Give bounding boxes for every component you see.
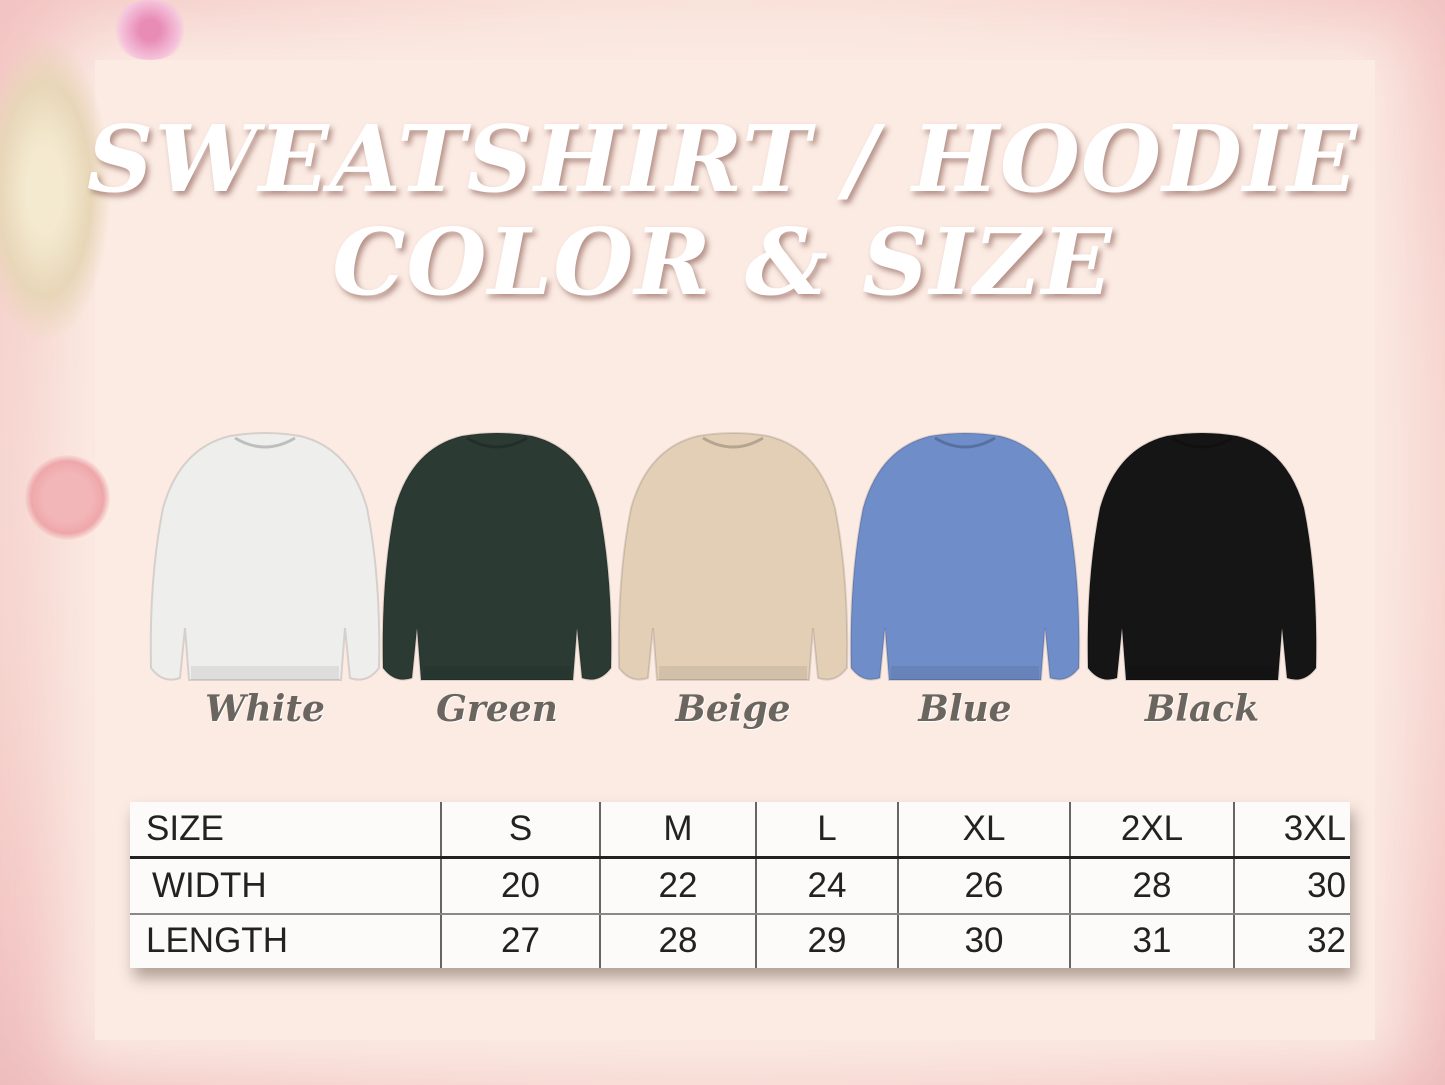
- table-cell: 30: [1233, 857, 1350, 915]
- title-line-1: SWEATSHIRT / HOODIE: [86, 105, 1359, 213]
- table-cell: 22: [599, 857, 756, 915]
- color-label: Blue: [918, 688, 1012, 730]
- button-decoration: [25, 455, 110, 540]
- table-cell: 27: [440, 913, 600, 968]
- flower-decoration: [0, 40, 110, 340]
- table-cell: 28: [599, 913, 756, 968]
- color-label: Green: [436, 688, 558, 730]
- table-cell: 29: [755, 913, 898, 968]
- sweatshirt-green-image: [377, 428, 617, 690]
- table-cell: XL: [897, 802, 1070, 859]
- table-cell: L: [755, 802, 898, 859]
- table-cell: 26: [897, 857, 1070, 915]
- table-cell: 2XL: [1069, 802, 1234, 859]
- sweatshirt-blue-image: [845, 428, 1085, 690]
- color-label: White: [205, 688, 325, 730]
- color-label: Black: [1144, 688, 1260, 730]
- size-table: SIZE S M L XL 2XL 3XL WIDTH 20 22 24 26 …: [130, 802, 1350, 968]
- table-cell: 30: [897, 913, 1070, 968]
- table-header-row: SIZE S M L XL 2XL 3XL: [130, 802, 1350, 859]
- table-cell: 31: [1069, 913, 1234, 968]
- table-row: LENGTH 27 28 29 30 31 32: [130, 913, 1350, 968]
- sweatshirt-black-image: [1082, 428, 1322, 690]
- sweatshirt-white-image: [145, 428, 385, 690]
- flower-decoration: [110, 0, 190, 60]
- table-cell: SIZE: [130, 802, 441, 859]
- table-cell: 24: [755, 857, 898, 915]
- title-line-2: COLOR & SIZE: [332, 208, 1113, 316]
- table-cell: 32: [1233, 913, 1350, 968]
- table-cell: 20: [440, 857, 600, 915]
- table-cell: M: [599, 802, 756, 859]
- table-cell: WIDTH: [130, 857, 441, 915]
- table-cell: 3XL: [1233, 802, 1350, 859]
- color-label: Beige: [675, 688, 791, 730]
- sweatshirt-beige-image: [613, 428, 853, 690]
- table-cell: 28: [1069, 857, 1234, 915]
- table-row: WIDTH 20 22 24 26 28 30: [130, 857, 1350, 915]
- table-cell: S: [440, 802, 600, 859]
- table-cell: LENGTH: [146, 921, 288, 961]
